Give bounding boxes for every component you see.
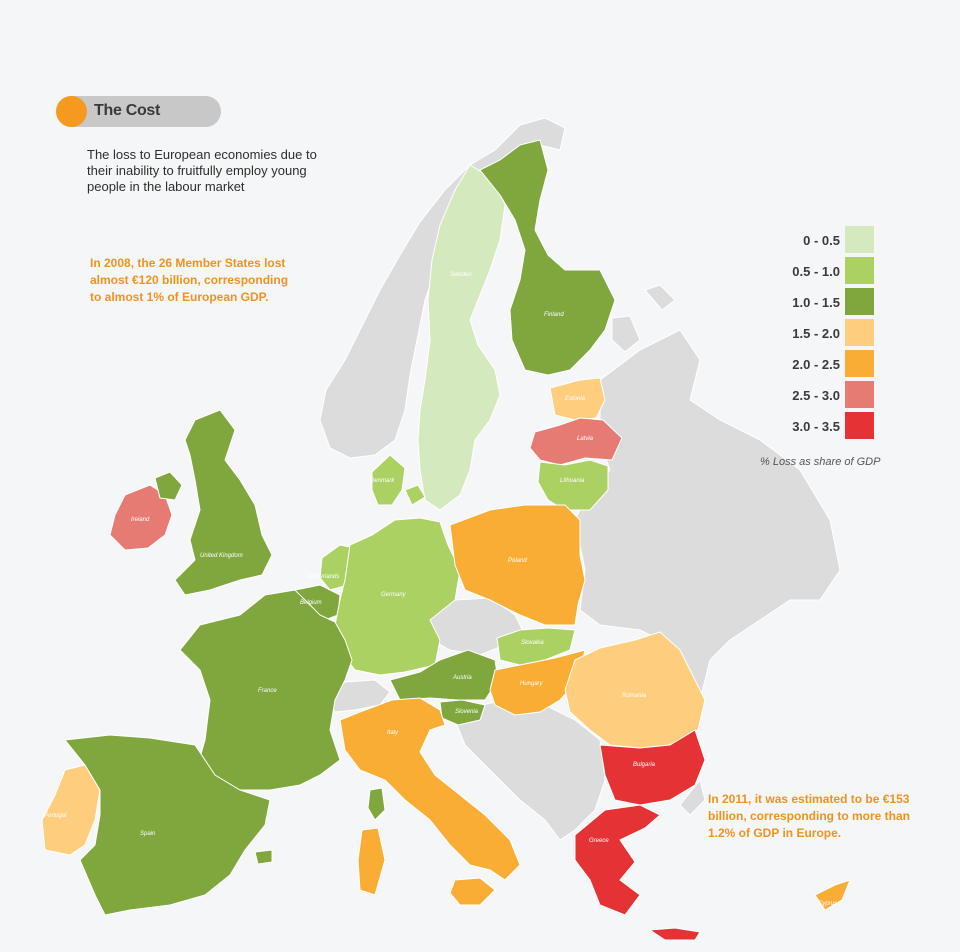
country-label: Cyprus bbox=[818, 901, 837, 907]
country-label: Poland bbox=[508, 558, 527, 564]
legend-label: 2.5 - 3.0 bbox=[792, 388, 840, 403]
country-label: Italy bbox=[387, 730, 399, 736]
title-pill: The Cost bbox=[56, 96, 221, 127]
legend-swatch bbox=[845, 381, 874, 408]
note-2008: In 2008, the 26 Member States lost almos… bbox=[90, 256, 289, 304]
country-label: Lithuania bbox=[560, 478, 585, 484]
country-label: Finland bbox=[544, 312, 564, 318]
country-estonia bbox=[549, 377, 606, 421]
intro-text: The loss to European economies due to th… bbox=[87, 147, 317, 194]
country-lithuania bbox=[537, 459, 609, 511]
country-label: Hungary bbox=[520, 681, 544, 687]
legend-swatch bbox=[845, 412, 874, 439]
legend-swatch bbox=[845, 257, 874, 284]
country-label: Germany bbox=[381, 592, 407, 598]
country-greece bbox=[574, 804, 661, 916]
country-label: Portugal bbox=[44, 813, 67, 819]
legend-label: 2.0 - 2.5 bbox=[792, 357, 840, 372]
country-label: Slovenia bbox=[455, 709, 479, 715]
country-label: Belgium bbox=[300, 600, 322, 606]
legend-row: 0.5 - 1.0 bbox=[770, 257, 880, 288]
country-latvia bbox=[529, 417, 623, 466]
country-label: Austria bbox=[452, 675, 472, 681]
country-label: Greece bbox=[589, 838, 609, 844]
country-greece bbox=[648, 927, 701, 941]
country-hungary bbox=[489, 649, 586, 716]
country-france bbox=[367, 787, 386, 821]
country-poland bbox=[449, 504, 586, 626]
legend-row: 1.5 - 2.0 bbox=[770, 319, 880, 350]
country-sweden bbox=[417, 164, 506, 511]
legend-swatch bbox=[845, 226, 874, 253]
legend-row: 2.0 - 2.5 bbox=[770, 350, 880, 381]
country-label: France bbox=[258, 688, 277, 694]
country-label: United Kingdom bbox=[200, 553, 243, 559]
legend: 0 - 0.5 0.5 - 1.0 1.0 - 1.5 1.5 - 2.0 2.… bbox=[770, 226, 880, 443]
legend-swatch bbox=[845, 319, 874, 346]
country-label: Bulgaria bbox=[633, 762, 656, 768]
legend-row: 3.0 - 3.5 bbox=[770, 412, 880, 443]
country-label: Sweden bbox=[450, 272, 472, 278]
country-labels: Sweden Finland Estonia Latvia Lithuania … bbox=[44, 272, 837, 907]
country-label: Denmark bbox=[370, 478, 395, 484]
country-france bbox=[179, 589, 353, 791]
country-label: Romania bbox=[622, 693, 647, 699]
title-dot-icon bbox=[56, 96, 87, 127]
country-denmark bbox=[371, 454, 406, 506]
country-italy bbox=[449, 877, 496, 906]
country-label: Ireland bbox=[131, 517, 150, 523]
legend-row: 0 - 0.5 bbox=[770, 226, 880, 257]
legend-swatch bbox=[845, 350, 874, 377]
member-states bbox=[41, 139, 851, 941]
country-spain bbox=[64, 734, 271, 916]
country-cyprus bbox=[814, 879, 851, 911]
country-romania bbox=[564, 631, 706, 749]
legend-label: 1.0 - 1.5 bbox=[792, 295, 840, 310]
legend-label: 0.5 - 1.0 bbox=[792, 264, 840, 279]
country-label: Netherlands bbox=[307, 574, 339, 580]
country-united-kingdom bbox=[154, 471, 183, 501]
country-denmark bbox=[404, 484, 426, 506]
legend-row: 2.5 - 3.0 bbox=[770, 381, 880, 412]
legend-label: 3.0 - 3.5 bbox=[792, 419, 840, 434]
legend-label: 1.5 - 2.0 bbox=[792, 326, 840, 341]
country-united-kingdom bbox=[174, 409, 273, 596]
note-2011: In 2011, it was estimated to be €153 bil… bbox=[708, 792, 911, 840]
country-italy bbox=[357, 827, 386, 896]
page-title: The Cost bbox=[94, 102, 161, 119]
legend-caption: % Loss as share of GDP bbox=[760, 456, 881, 468]
country-spain bbox=[254, 849, 273, 865]
legend-label: 0 - 0.5 bbox=[803, 233, 840, 248]
country-finland bbox=[479, 139, 616, 376]
legend-swatch bbox=[845, 288, 874, 315]
country-portugal bbox=[41, 764, 101, 856]
country-italy bbox=[339, 697, 521, 881]
country-label: Estonia bbox=[565, 396, 586, 402]
legend-row: 1.0 - 1.5 bbox=[770, 288, 880, 319]
country-label: Latvia bbox=[577, 436, 594, 442]
country-label: Spain bbox=[140, 831, 156, 837]
country-slovakia bbox=[496, 627, 576, 666]
country-label: Slovakia bbox=[521, 640, 544, 646]
country-bulgaria bbox=[599, 729, 706, 806]
